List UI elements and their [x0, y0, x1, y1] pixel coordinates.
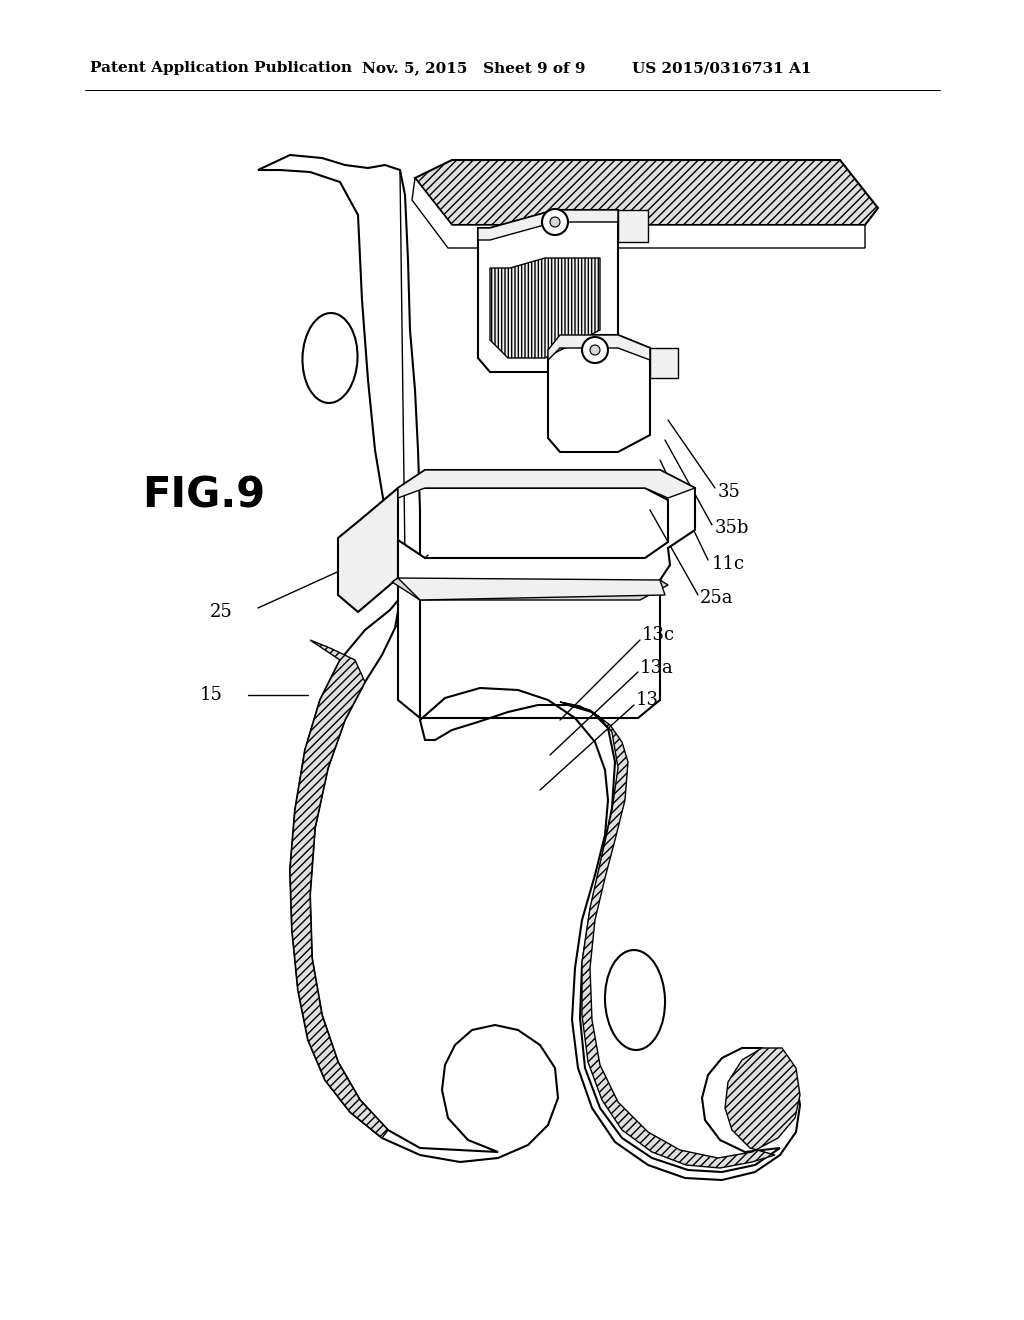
Circle shape — [542, 209, 568, 235]
Polygon shape — [398, 578, 420, 718]
Text: 25a: 25a — [700, 589, 733, 607]
Text: 13: 13 — [636, 690, 659, 709]
Text: US 2015/0316731 A1: US 2015/0316731 A1 — [632, 61, 811, 75]
Circle shape — [590, 345, 600, 355]
Ellipse shape — [605, 950, 665, 1049]
Polygon shape — [398, 470, 695, 498]
Polygon shape — [415, 160, 878, 224]
Ellipse shape — [302, 313, 357, 403]
Polygon shape — [420, 688, 800, 1180]
Circle shape — [582, 337, 608, 363]
Text: Nov. 5, 2015   Sheet 9 of 9: Nov. 5, 2015 Sheet 9 of 9 — [362, 61, 586, 75]
Polygon shape — [490, 257, 600, 358]
Text: 9: 9 — [768, 176, 779, 194]
Text: 13c: 13c — [642, 626, 675, 644]
Polygon shape — [392, 578, 668, 601]
Text: Patent Application Publication: Patent Application Publication — [90, 61, 352, 75]
Text: 35b: 35b — [715, 519, 750, 537]
Text: 15: 15 — [200, 686, 223, 704]
Polygon shape — [338, 488, 398, 612]
Text: 13a: 13a — [640, 659, 674, 677]
Text: 11c: 11c — [712, 554, 745, 573]
Polygon shape — [258, 154, 558, 1162]
Polygon shape — [618, 210, 648, 242]
Text: 25: 25 — [210, 603, 232, 620]
Polygon shape — [478, 210, 618, 240]
Polygon shape — [478, 210, 618, 372]
Polygon shape — [548, 335, 650, 451]
Polygon shape — [412, 178, 865, 248]
Polygon shape — [290, 640, 388, 1138]
Polygon shape — [398, 578, 665, 601]
Polygon shape — [548, 335, 650, 360]
Text: FIG.9: FIG.9 — [142, 475, 265, 517]
Circle shape — [550, 216, 560, 227]
Polygon shape — [560, 702, 800, 1168]
Polygon shape — [398, 470, 695, 595]
Text: 35: 35 — [718, 483, 741, 502]
Polygon shape — [650, 348, 678, 378]
